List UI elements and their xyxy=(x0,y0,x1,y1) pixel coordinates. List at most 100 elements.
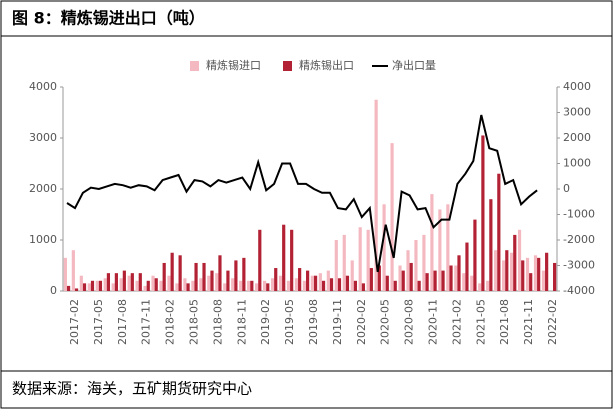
bar xyxy=(79,275,83,291)
bar xyxy=(361,283,365,291)
bar xyxy=(393,280,397,291)
bar xyxy=(465,242,469,291)
bar xyxy=(433,270,437,291)
bar xyxy=(409,262,413,291)
bar xyxy=(374,99,378,291)
bar xyxy=(497,173,501,291)
x-tick-label: 2019-08 xyxy=(307,299,320,345)
y2-tick-label: 2000 xyxy=(563,131,591,144)
bar xyxy=(553,262,557,291)
y2-tick-label: -4000 xyxy=(563,284,595,297)
y-tick-label: 4000 xyxy=(29,80,57,93)
bar xyxy=(82,283,87,291)
bar xyxy=(282,224,286,291)
bar xyxy=(130,273,134,291)
bar xyxy=(290,229,294,291)
bar xyxy=(191,280,195,291)
bar xyxy=(151,275,155,291)
bar xyxy=(509,252,514,291)
bar xyxy=(242,257,246,291)
y2-tick-label: -2000 xyxy=(563,233,595,246)
x-tick-label: 2021-05 xyxy=(474,299,487,345)
bar xyxy=(521,260,525,291)
bar xyxy=(218,255,222,291)
x-tick-label: 2020-05 xyxy=(379,299,392,345)
legend-swatch xyxy=(283,61,292,71)
y-tick-label: 3000 xyxy=(29,131,57,144)
bar xyxy=(194,262,198,291)
x-tick-label: 2019-05 xyxy=(283,299,296,345)
bar xyxy=(106,273,111,291)
x-tick-label: 2017-05 xyxy=(92,299,105,345)
bar xyxy=(87,283,91,291)
bar xyxy=(318,273,322,291)
bar xyxy=(321,280,326,291)
bar xyxy=(119,278,123,291)
bar xyxy=(313,275,318,291)
bar xyxy=(262,280,267,291)
bar xyxy=(337,278,342,291)
legend-label: 净出口量 xyxy=(392,58,436,72)
x-tick-label: 2018-05 xyxy=(187,299,200,345)
y-tick-label: 0 xyxy=(50,284,57,297)
bar xyxy=(537,257,541,291)
bar xyxy=(66,285,71,291)
x-tick-label: 2020-11 xyxy=(427,299,440,345)
bar xyxy=(114,273,118,291)
legend-swatch xyxy=(190,61,199,71)
bar xyxy=(390,143,394,291)
y2-tick-label: 4000 xyxy=(563,80,591,93)
bar xyxy=(310,275,314,291)
x-tick-label: 2018-02 xyxy=(164,299,177,345)
bar xyxy=(122,270,126,291)
bar xyxy=(231,278,235,291)
bar xyxy=(306,270,310,291)
bar xyxy=(302,280,307,291)
x-tick-label: 2021-02 xyxy=(450,299,463,345)
line xyxy=(66,114,538,273)
bar xyxy=(202,262,206,291)
y2-tick-label: 3000 xyxy=(563,106,591,119)
bar xyxy=(183,278,187,291)
x-tick-label: 2017-11 xyxy=(140,299,153,345)
bar xyxy=(135,280,139,291)
bar xyxy=(489,199,493,291)
bar xyxy=(167,275,171,291)
x-tick-label: 2021-08 xyxy=(498,299,511,345)
bar xyxy=(329,278,334,291)
bar xyxy=(247,280,251,291)
bar xyxy=(446,204,450,291)
bar xyxy=(74,288,79,291)
bar xyxy=(486,280,490,291)
legend-label: 精炼锡出口 xyxy=(299,58,354,72)
bar xyxy=(425,273,429,291)
bar xyxy=(502,260,506,291)
bar xyxy=(541,270,546,291)
bar xyxy=(478,283,482,291)
bar xyxy=(529,273,533,291)
bar xyxy=(326,270,330,291)
x-tick-label: 2017-02 xyxy=(68,299,81,345)
x-tick-label: 2018-11 xyxy=(235,299,248,345)
y2-tick-label: 1000 xyxy=(563,157,591,170)
chart-title: 图 8：精炼锡进出口（吨） xyxy=(12,9,205,28)
bar xyxy=(517,229,522,291)
bar xyxy=(138,273,142,291)
bar xyxy=(513,234,517,291)
bar xyxy=(438,209,442,291)
x-tick-label: 2022-02 xyxy=(546,299,559,345)
bar xyxy=(334,240,338,291)
bar xyxy=(454,265,458,291)
x-tick-label: 2020-08 xyxy=(403,299,416,345)
bar xyxy=(90,280,95,291)
x-tick-label: 2018-08 xyxy=(211,299,224,345)
bar xyxy=(462,273,466,291)
bar xyxy=(250,280,254,291)
x-tick-label: 2017-08 xyxy=(116,299,129,345)
bar xyxy=(417,280,421,291)
bar xyxy=(186,283,190,291)
bar xyxy=(298,268,302,291)
